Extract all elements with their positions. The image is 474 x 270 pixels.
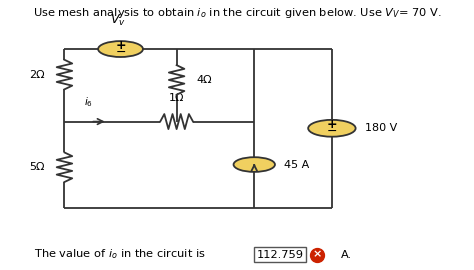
Text: ×: × (312, 249, 321, 259)
Text: +: + (115, 39, 126, 52)
Text: 180 V: 180 V (365, 123, 397, 133)
Text: 1Ω: 1Ω (169, 93, 184, 103)
Text: −: − (115, 46, 126, 59)
Text: 5Ω: 5Ω (29, 162, 45, 172)
Text: −: − (327, 125, 337, 138)
Text: $i_6$: $i_6$ (84, 96, 93, 109)
Text: 112.759: 112.759 (256, 249, 304, 259)
Text: 45 A: 45 A (283, 160, 309, 170)
Text: The value of $i_o$ in the circuit is: The value of $i_o$ in the circuit is (34, 248, 206, 261)
Ellipse shape (308, 120, 356, 137)
Text: 4Ω: 4Ω (196, 75, 212, 85)
Ellipse shape (234, 157, 275, 172)
Ellipse shape (98, 41, 143, 57)
Text: 2Ω: 2Ω (29, 70, 45, 80)
Text: A.: A. (340, 249, 352, 259)
Text: +: + (327, 118, 337, 131)
Text: $V_v$: $V_v$ (110, 13, 126, 28)
Text: Use mesh analysis to obtain $i_o$ in the circuit given below. Use $V_V$= 70 V.: Use mesh analysis to obtain $i_o$ in the… (33, 6, 441, 20)
